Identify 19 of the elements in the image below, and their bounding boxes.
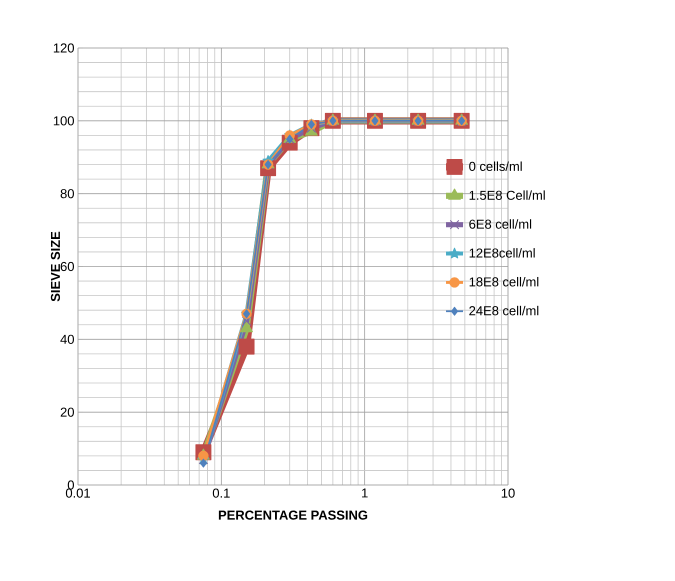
legend-label: 12E8cell/ml xyxy=(470,248,535,258)
y-tick-label: 20 xyxy=(60,408,74,417)
y-tick-label: 100 xyxy=(54,116,74,126)
y-tick-label: 120 xyxy=(54,43,74,53)
y-axis-title: SIEVE SIZE xyxy=(50,232,60,302)
legend-label: 24E8 cell/ml xyxy=(469,306,538,316)
x-tick-label: 0.1 xyxy=(212,488,230,498)
legend-label: 18E8 cell/ml xyxy=(470,276,538,286)
y-tick-label: 80 xyxy=(60,189,74,198)
x-tick-label: 10 xyxy=(502,488,515,498)
y-tick-label: 60 xyxy=(60,262,74,272)
y-tick-label: 40 xyxy=(60,334,74,344)
x-tick-label: 1 xyxy=(362,488,368,498)
legend-label: 1.5E8 Cell/ml xyxy=(470,190,545,200)
y-tick-label: 0 xyxy=(68,480,74,490)
x-axis-title: PERCENTAGE PASSING xyxy=(218,510,368,520)
x-tick-label: 0.01 xyxy=(66,488,90,498)
legend-label: 6E8 cell/ml xyxy=(469,219,532,229)
legend-label: 0 cells/ml xyxy=(469,161,522,171)
